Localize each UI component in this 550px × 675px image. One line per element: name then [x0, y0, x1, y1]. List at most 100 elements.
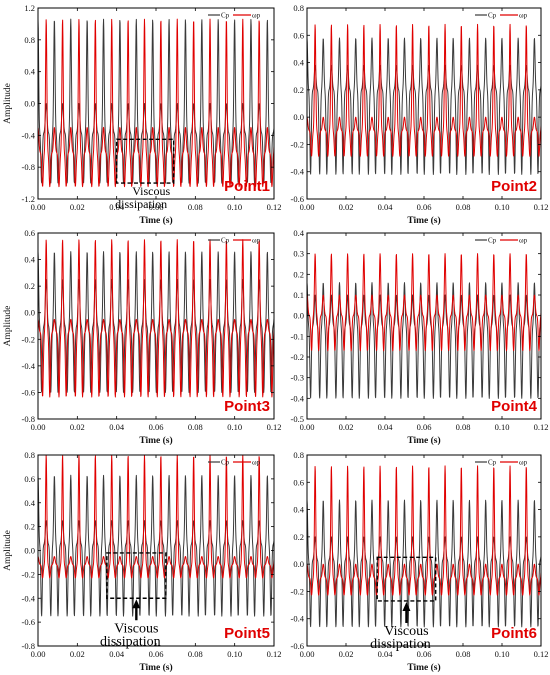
y-tick-label: 0.0 — [24, 546, 35, 556]
x-tick-label: 0.12 — [267, 649, 282, 659]
y-tick-label: -0.4 — [291, 167, 305, 177]
x-tick-label: 0.08 — [188, 202, 203, 212]
y-tick-label: -0.5 — [291, 414, 304, 424]
y-tick-label: 0.0 — [24, 99, 35, 109]
panel-point4: 0.00 0.02 0.04 0.06 0.08 0.10 0.12 0.4 0.3 0.2 0.1… — [291, 228, 549, 446]
y-tick-label: 0.8 — [293, 3, 304, 13]
series-group — [307, 23, 541, 175]
series-group — [38, 239, 274, 398]
panel-point2: 0.00 0.02 0.04 0.06 0.08 0.10 0.12 0.8 0.6 0.4 0.2… — [291, 3, 549, 226]
panel-point3: 0.00 0.02 0.04 0.06 0.08 0.10 0.12 0.6 0.4 0.2 0.0… — [3, 228, 281, 446]
x-tick-label: 0.10 — [227, 649, 242, 659]
y-tick-label: -0.1 — [291, 331, 304, 341]
x-tick-label: 0.00 — [31, 422, 46, 432]
legend-label-wp: ωp — [519, 459, 528, 467]
legend-label-wp: ωp — [252, 237, 261, 245]
y-tick-label: 0.6 — [24, 474, 35, 484]
annotation-text-line2: dissipation — [100, 634, 161, 649]
y-tick-label: -0.6 — [22, 617, 35, 627]
x-tick-label: 0.10 — [227, 422, 242, 432]
x-tick-label: 0.10 — [495, 422, 510, 432]
point-label: Point1 — [224, 178, 270, 195]
series-line-wp — [38, 455, 274, 579]
annotation-text-line1: Viscous — [132, 184, 170, 198]
y-tick-label: -0.6 — [22, 387, 35, 397]
panel-point1: 0.00 0.02 0.04 0.06 0.08 0.10 0.12 1.2 0.8 0.4 0.0… — [3, 3, 281, 226]
y-tick-label: 0.0 — [293, 311, 304, 321]
series-group — [307, 465, 541, 628]
y-tick-label: -0.4 — [22, 361, 36, 371]
y-tick-label: 0.6 — [24, 228, 35, 238]
y-tick-label: -0.8 — [22, 414, 35, 424]
y-tick-label: 0.3 — [293, 249, 304, 259]
x-axis-title: Time (s) — [139, 435, 172, 446]
legend-label-cp: Cp — [488, 12, 497, 20]
x-tick-label: 0.02 — [70, 649, 85, 659]
x-tick-label: 0.06 — [417, 202, 432, 212]
x-tick-label: 0.08 — [188, 649, 203, 659]
y-tick-label: 0.2 — [24, 281, 35, 291]
x-tick-label: 0.08 — [188, 422, 203, 432]
y-tick-label: 0.4 — [24, 498, 35, 508]
x-tick-label: 0.12 — [267, 422, 282, 432]
y-tick-label: 0.8 — [24, 35, 35, 45]
annotation-text-line1: Viscous — [114, 621, 158, 636]
x-tick-label: 0.12 — [534, 649, 549, 659]
panel-point6: 0.00 0.02 0.04 0.06 0.08 0.10 0.12 0.8 0.6 0.4 0.2… — [291, 450, 549, 673]
legend-label-cp: Cp — [221, 459, 230, 467]
y-tick-label: -0.2 — [22, 334, 35, 344]
plot-frame — [37, 454, 275, 647]
series-group — [38, 18, 274, 188]
y-tick-label: 0.8 — [24, 450, 35, 460]
x-tick-label: 0.06 — [149, 649, 164, 659]
y-tick-label: -0.4 — [22, 130, 36, 140]
legend-label-wp: ωp — [519, 237, 528, 245]
legend-label-cp: Cp — [488, 237, 497, 245]
series-line-wp — [38, 18, 274, 188]
x-axis-title: Time (s) — [407, 215, 440, 226]
panel-point5: 0.00 0.02 0.04 0.06 0.08 0.10 0.12 0.8 0.6 0.4 0.2… — [3, 450, 281, 673]
x-tick-label: 0.10 — [495, 649, 510, 659]
annotation-box — [106, 552, 167, 599]
legend-label-wp: ωp — [252, 12, 261, 20]
series-group — [38, 455, 274, 617]
y-tick-label: -0.8 — [22, 641, 35, 651]
annotation-arrow-head — [402, 601, 411, 611]
x-tick-label: 0.08 — [456, 422, 471, 432]
annotation-arrow-head — [132, 599, 141, 609]
x-tick-label: 0.04 — [378, 202, 394, 212]
point-label: Point3 — [224, 398, 270, 415]
x-axis-title: Time (s) — [139, 215, 172, 226]
y-tick-label: -0.2 — [291, 586, 304, 596]
x-tick-label: 0.00 — [300, 422, 315, 432]
y-tick-label: 0.2 — [293, 269, 304, 279]
x-tick-label: 0.08 — [456, 202, 471, 212]
x-tick-label: 0.10 — [495, 202, 510, 212]
series-line-cp — [38, 474, 274, 617]
y-tick-label: -0.3 — [291, 373, 304, 383]
point-label: Point6 — [491, 625, 537, 642]
point-label: Point2 — [491, 178, 537, 195]
x-tick-label: 0.12 — [267, 202, 282, 212]
x-tick-label: 0.10 — [227, 202, 242, 212]
series-line-wp — [38, 239, 274, 398]
annotation-text-line2: dissipation — [370, 637, 431, 652]
x-tick-label: 0.00 — [31, 649, 46, 659]
y-axis-title: Amplitude — [3, 306, 13, 347]
legend-label-cp: Cp — [221, 237, 230, 245]
annotation-text-line2: dissipation — [115, 197, 167, 211]
x-tick-label: 0.00 — [31, 202, 46, 212]
x-tick-label: 0.08 — [456, 649, 471, 659]
x-tick-label: 0.04 — [378, 649, 394, 659]
x-tick-label: 0.04 — [109, 649, 125, 659]
series-line-wp — [307, 253, 541, 352]
series-line-wp — [307, 23, 541, 157]
x-tick-label: 0.06 — [417, 649, 432, 659]
legend-label-wp: ωp — [252, 459, 261, 467]
y-tick-label: -0.8 — [22, 162, 35, 172]
y-tick-label: 0.8 — [293, 450, 304, 460]
y-tick-label: 0.0 — [293, 559, 304, 569]
x-tick-label: 0.00 — [300, 202, 315, 212]
x-tick-label: 0.02 — [339, 422, 354, 432]
y-tick-label: 0.4 — [24, 255, 35, 265]
